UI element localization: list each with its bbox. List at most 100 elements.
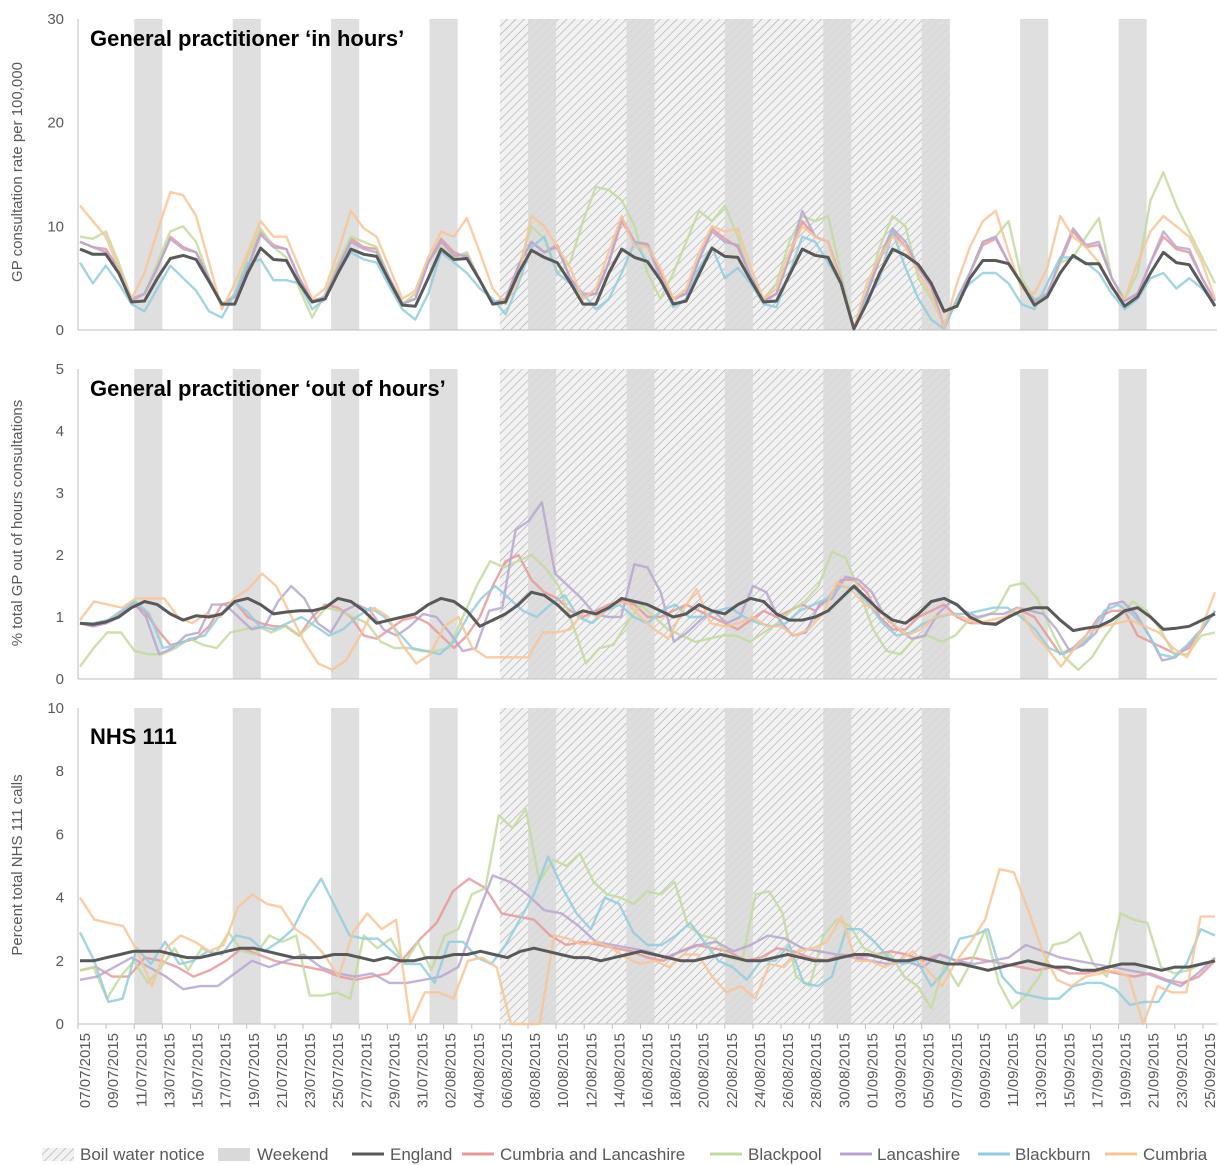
y-tick-label: 0 [56, 1016, 64, 1033]
x-tick-label: 19/09/2015 [1118, 1033, 1135, 1108]
series-line-blackpool [79, 550, 1216, 671]
x-tick-label: 09/07/2015 [105, 1033, 122, 1108]
panel-title: General practitioner ‘out of hours’ [90, 376, 446, 401]
x-tick-label: 15/07/2015 [190, 1033, 207, 1108]
legend-label-boil-water: Boil water notice [80, 1145, 205, 1164]
x-tick-label: 05/09/2015 [921, 1033, 938, 1108]
y-tick-label: 3 [56, 485, 64, 502]
x-tick-label: 26/08/2015 [780, 1033, 797, 1108]
x-tick-label: 08/08/2015 [527, 1033, 544, 1108]
weekend-band [1020, 708, 1049, 1024]
series-line-cumbria-and-lancashire [79, 877, 1216, 985]
legend-label-cumbria-and-lancashire: Cumbria and Lancashire [500, 1145, 685, 1164]
x-tick-label: 15/09/2015 [1061, 1033, 1078, 1108]
x-tick-label: 21/07/2015 [274, 1033, 291, 1108]
x-tick-label: 29/07/2015 [386, 1033, 403, 1108]
legend-label-cumbria: Cumbria [1143, 1145, 1208, 1164]
panel-nhs-111: 0 2 4 6 8 10 NHS 111 Percent total NHS 111 ca… [9, 700, 1217, 1033]
weekend-band [626, 708, 655, 1024]
x-axis: 07/07/2015 09/07/2015 11/07/2015 13/07/2015… [77, 1024, 1219, 1108]
series-line-england [80, 946, 1216, 972]
panel-title: NHS 111 [90, 724, 177, 749]
y-tick-label: 2 [56, 547, 64, 564]
y-tick-label: 10 [47, 700, 64, 717]
x-tick-label: 31/07/2015 [415, 1033, 432, 1108]
x-tick-label: 09/09/2015 [977, 1033, 994, 1108]
y-tick-label: 6 [56, 826, 64, 843]
weekend-band [626, 369, 655, 679]
x-tick-label: 12/08/2015 [583, 1033, 600, 1108]
panel-background [134, 708, 1147, 1024]
x-tick-label: 03/09/2015 [893, 1033, 910, 1108]
weekend-band [331, 19, 360, 330]
y-tick-label: 30 [47, 11, 64, 28]
y-tick-label: 5 [56, 361, 64, 378]
legend-label-lancashire: Lancashire [877, 1145, 960, 1164]
y-tick-label: 0 [56, 322, 64, 339]
y-tick-label: 4 [56, 423, 64, 440]
x-tick-label: 06/08/2015 [499, 1033, 516, 1108]
panel-background [134, 19, 1147, 330]
weekend-band [1020, 19, 1049, 330]
y-tick-label: 4 [56, 890, 64, 907]
series-line-blackpool [79, 171, 1217, 331]
x-tick-label: 13/07/2015 [161, 1033, 178, 1108]
weekend-band [724, 19, 753, 330]
y-axis-label: % total GP out of hours consultations [9, 400, 26, 647]
series-lines [78, 171, 1217, 331]
y-axis: 0 1 2 3 4 5 [56, 361, 1217, 688]
x-tick-label: 11/09/2015 [1005, 1033, 1022, 1107]
series-lines [79, 501, 1217, 671]
weekend-band [823, 708, 852, 1024]
weekend-band [429, 369, 458, 679]
x-tick-label: 20/08/2015 [696, 1033, 713, 1108]
weekend-band [1118, 369, 1147, 679]
legend-swatch-boil-water [42, 1148, 74, 1161]
legend-label-blackburn: Blackburn [1015, 1145, 1091, 1164]
weekend-band [232, 19, 261, 330]
y-tick-label: 8 [56, 763, 64, 780]
y-tick-label: 1 [56, 609, 64, 626]
x-tick-label: 22/08/2015 [724, 1033, 741, 1108]
weekend-band [921, 369, 950, 679]
weekend-band [724, 369, 753, 679]
weekend-band [429, 708, 458, 1024]
y-axis-label: GP consultation rate per 100,000 [9, 62, 26, 282]
legend-label-england: England [390, 1145, 452, 1164]
x-tick-label: 07/09/2015 [949, 1033, 966, 1108]
x-tick-label: 19/07/2015 [246, 1033, 263, 1108]
x-tick-label: 28/08/2015 [808, 1033, 825, 1108]
weekend-band [429, 19, 458, 330]
weekend-band [232, 708, 261, 1024]
x-tick-label: 11/07/2015 [133, 1033, 150, 1107]
legend-label-blackpool: Blackpool [748, 1145, 822, 1164]
x-tick-label: 01/09/2015 [865, 1033, 882, 1108]
x-tick-label: 04/08/2015 [471, 1033, 488, 1108]
series-line-england [79, 246, 1217, 331]
weekend-band [134, 369, 163, 679]
y-axis: 0 2 4 6 8 10 [47, 700, 1217, 1033]
x-tick-label: 24/08/2015 [752, 1033, 769, 1108]
series-line-lancashire [79, 874, 1216, 991]
weekend-band [823, 369, 852, 679]
y-tick-label: 10 [47, 218, 64, 235]
x-tick-label: 27/07/2015 [358, 1033, 375, 1108]
weekend-band [626, 19, 655, 330]
series-line-cumbria [79, 572, 1217, 671]
legend-swatch-weekend [218, 1148, 250, 1161]
y-axis: 0 10 20 30 [47, 11, 1217, 339]
series-line-england [79, 584, 1216, 633]
y-tick-label: 2 [56, 953, 64, 970]
x-tick-label: 25/07/2015 [330, 1033, 347, 1108]
legend: Boil water notice Weekend England Cumbri… [42, 1145, 1208, 1164]
panel-title: General practitioner ‘in hours’ [90, 26, 404, 51]
x-tick-label: 10/08/2015 [555, 1033, 572, 1108]
legend-label-weekend: Weekend [257, 1145, 329, 1164]
series-line-cumbria-and-lancashire [79, 553, 1216, 656]
x-tick-label: 18/08/2015 [668, 1033, 685, 1108]
y-tick-label: 20 [47, 115, 64, 132]
panel-gp-out-of-hours: 0 1 2 3 4 5 General practitioner ‘out of hour… [9, 361, 1217, 688]
x-tick-label: 17/07/2015 [218, 1033, 235, 1108]
